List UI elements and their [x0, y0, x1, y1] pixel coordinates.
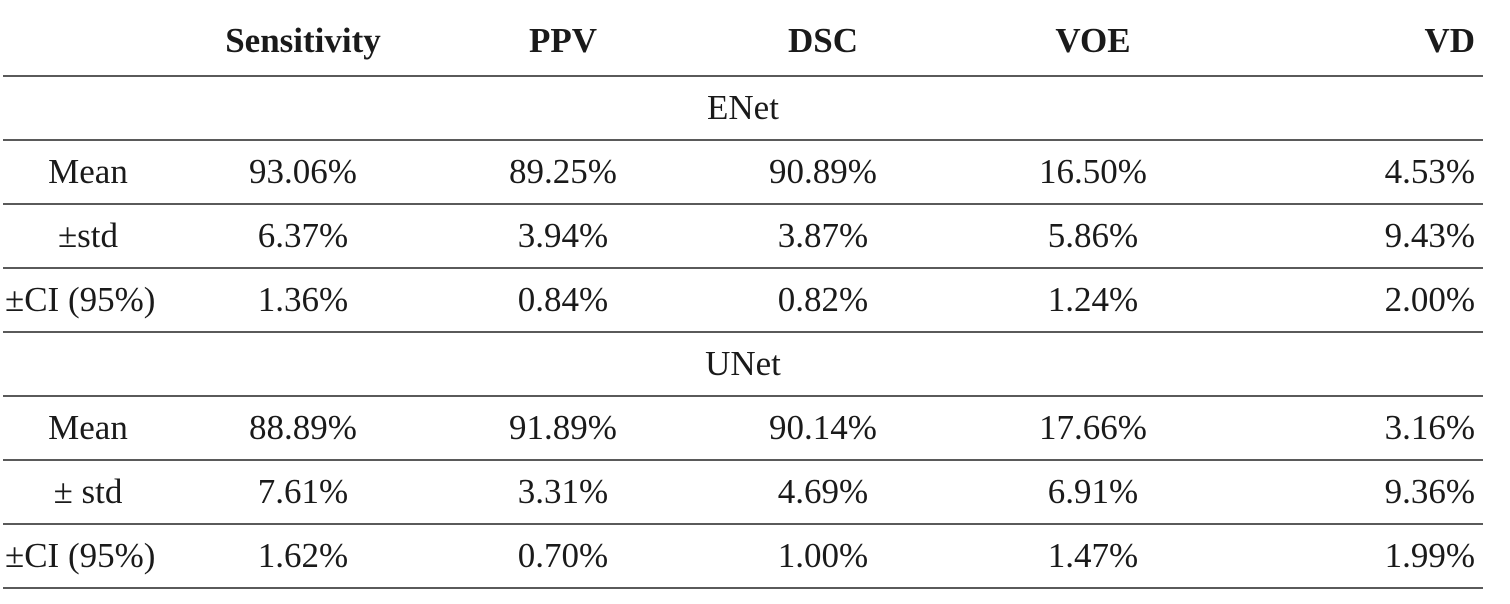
header-row: Sensitivity PPV DSC VOE VD — [3, 6, 1483, 77]
table-cell: 6.37% — [173, 204, 433, 269]
table-cell: 1.00% — [693, 524, 953, 589]
table-cell: 3.94% — [433, 204, 693, 269]
header-voe: VOE — [953, 6, 1233, 77]
group-row-enet: ENet — [3, 76, 1483, 141]
table-cell: 0.70% — [433, 524, 693, 589]
row-label: ±CI (95%) — [3, 524, 173, 589]
table-cell: 88.89% — [173, 396, 433, 461]
table-cell: 91.89% — [433, 396, 693, 461]
table-cell: 9.43% — [1233, 204, 1483, 269]
table-cell: 5.86% — [953, 204, 1233, 269]
table-cell: 1.24% — [953, 268, 1233, 333]
group-label: UNet — [3, 332, 1483, 397]
table-cell: 3.87% — [693, 204, 953, 269]
table-cell: 90.14% — [693, 396, 953, 461]
table-row: ±CI (95%) 1.36% 0.84% 0.82% 1.24% 2.00% — [3, 268, 1483, 333]
group-row-unet: UNet — [3, 332, 1483, 397]
table-cell: 9.36% — [1233, 460, 1483, 525]
table-cell: 0.82% — [693, 268, 953, 333]
row-label: ±CI (95%) — [3, 268, 173, 333]
header-vd: VD — [1233, 6, 1483, 77]
table-row: ±std 6.37% 3.94% 3.87% 5.86% 9.43% — [3, 204, 1483, 269]
table-cell: 16.50% — [953, 140, 1233, 205]
header-ppv: PPV — [433, 6, 693, 77]
header-dsc: DSC — [693, 6, 953, 77]
table-cell: 90.89% — [693, 140, 953, 205]
table-row: Mean 93.06% 89.25% 90.89% 16.50% 4.53% — [3, 140, 1483, 205]
results-table: Sensitivity PPV DSC VOE VD ENet Mean 93.… — [3, 6, 1483, 589]
table-cell: 4.69% — [693, 460, 953, 525]
group-label: ENet — [3, 76, 1483, 141]
table-cell: 1.36% — [173, 268, 433, 333]
table-cell: 3.16% — [1233, 396, 1483, 461]
table-row: ±CI (95%) 1.62% 0.70% 1.00% 1.47% 1.99% — [3, 524, 1483, 589]
table-cell: 7.61% — [173, 460, 433, 525]
row-label: Mean — [3, 140, 173, 205]
table-cell: 1.99% — [1233, 524, 1483, 589]
table-cell: 89.25% — [433, 140, 693, 205]
table-cell: 1.47% — [953, 524, 1233, 589]
header-corner — [3, 6, 173, 77]
row-label: ± std — [3, 460, 173, 525]
row-label: Mean — [3, 396, 173, 461]
table-row: ± std 7.61% 3.31% 4.69% 6.91% 9.36% — [3, 460, 1483, 525]
table-cell: 17.66% — [953, 396, 1233, 461]
header-sensitivity: Sensitivity — [173, 6, 433, 77]
table-cell: 2.00% — [1233, 268, 1483, 333]
table-cell: 1.62% — [173, 524, 433, 589]
table-cell: 3.31% — [433, 460, 693, 525]
table-cell: 6.91% — [953, 460, 1233, 525]
table-cell: 4.53% — [1233, 140, 1483, 205]
table-row: Mean 88.89% 91.89% 90.14% 17.66% 3.16% — [3, 396, 1483, 461]
table-cell: 93.06% — [173, 140, 433, 205]
row-label: ±std — [3, 204, 173, 269]
table-cell: 0.84% — [433, 268, 693, 333]
